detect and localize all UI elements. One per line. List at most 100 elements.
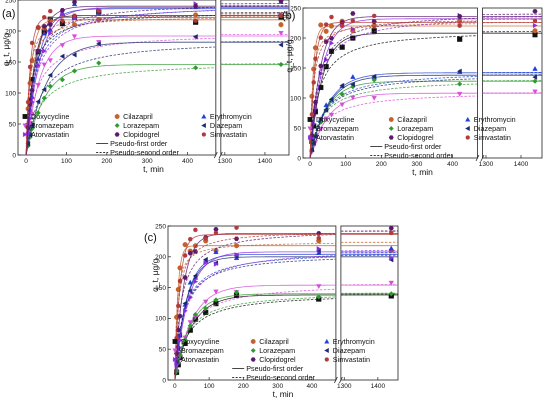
legend-marker	[324, 357, 329, 362]
x-tick-label: 400	[306, 383, 317, 390]
y-tick-label: 0	[12, 152, 16, 159]
panel-0: (a) 0 50 100 150 200 250 0 100 200 300 400 1300 1400 t…	[1, 0, 290, 174]
data-point	[182, 242, 188, 248]
data-point	[71, 22, 78, 28]
plot-frame-right	[340, 225, 399, 381]
data-point	[59, 8, 65, 13]
data-point	[329, 40, 335, 46]
legend-marker	[324, 338, 330, 344]
x-tick-label: 0	[308, 161, 312, 168]
plot-frame-right	[220, 0, 290, 156]
legend-marker	[388, 125, 394, 132]
fit-second-order-bromazepam	[25, 34, 289, 156]
legend-entry: Pseudo-second order	[246, 373, 315, 382]
data-point	[203, 236, 208, 241]
data-point	[323, 22, 329, 27]
data-point	[96, 8, 101, 13]
axis-break-mark	[480, 154, 485, 162]
data-point	[188, 294, 193, 301]
x-tick-label: 200	[101, 158, 112, 165]
data-point	[457, 23, 462, 28]
data-point	[323, 64, 329, 70]
legend-entry: Pseudo-first order	[384, 142, 442, 151]
data-point	[192, 273, 198, 279]
data-point	[183, 308, 188, 314]
legend-marker	[201, 132, 206, 137]
data-point	[35, 48, 41, 54]
legend-marker	[172, 348, 178, 354]
data-point	[47, 72, 53, 78]
fit-first-order-bromazepam	[25, 35, 289, 156]
legend-entry: Atorvastatin	[31, 130, 69, 139]
data-point	[388, 291, 394, 297]
fit-second-order-cilazapril	[25, 16, 289, 156]
legend-entry: Atorvastatin	[181, 355, 219, 364]
y-tick-label: 200	[290, 35, 301, 42]
data-point	[192, 311, 199, 318]
data-point	[60, 11, 66, 17]
legend-entry: Bromazepam	[181, 346, 224, 355]
data-point	[25, 125, 31, 131]
y-tick-label: 100	[5, 90, 16, 97]
data-point	[71, 0, 78, 5]
legend-entry: Doxycycline	[31, 112, 69, 121]
y-tick-label: 150	[155, 285, 166, 292]
data-point	[213, 297, 219, 303]
data-point	[371, 95, 377, 101]
data-point	[457, 14, 463, 19]
data-point	[234, 252, 240, 258]
panel-label: (c)	[144, 232, 157, 244]
data-point	[42, 15, 47, 20]
data-point	[96, 60, 102, 66]
legend-entry: Lorazepam	[397, 124, 433, 133]
data-point	[193, 3, 199, 9]
data-point	[532, 74, 538, 80]
data-point	[389, 255, 394, 261]
data-point	[339, 23, 345, 28]
data-point	[41, 86, 47, 93]
plot-frame-left	[302, 7, 478, 159]
legend-entry: Pseudo-second order	[384, 151, 453, 160]
data-point	[193, 227, 198, 233]
legend-marker	[201, 122, 206, 129]
legend-entry: Doxycycline	[181, 337, 219, 346]
data-point	[71, 34, 78, 40]
x-tick-label: 1400	[514, 161, 529, 168]
data-point	[35, 83, 41, 88]
fit-second-order-bromazepam	[309, 92, 543, 159]
fit-first-order-cilazapril	[25, 19, 289, 156]
data-point	[176, 303, 181, 309]
data-point	[532, 28, 538, 34]
legend-entry: Clopidogrel	[397, 133, 434, 142]
data-point	[234, 225, 239, 230]
data-point	[193, 12, 199, 18]
data-point	[318, 116, 323, 122]
data-point	[47, 58, 53, 64]
data-point	[328, 112, 335, 118]
data-point	[388, 225, 394, 231]
data-point	[311, 80, 316, 85]
fit-first-order-atorvastatin	[309, 18, 542, 159]
legend-entry: Erythromycin	[333, 337, 375, 346]
panel-label: (a)	[2, 8, 15, 20]
legend-marker	[465, 125, 470, 132]
data-point	[278, 22, 284, 28]
data-point	[48, 8, 53, 14]
fit-first-order-clopidogrel	[309, 15, 542, 159]
y-tick-label: 200	[5, 28, 16, 35]
x-tick-label: 200	[238, 383, 249, 390]
x-tick-label: 100	[204, 383, 215, 390]
data-point	[187, 279, 193, 285]
legend-marker	[307, 126, 313, 132]
data-point	[182, 337, 188, 343]
axis-break-mark	[475, 154, 480, 162]
fit-first-order-cilazapril	[174, 245, 398, 381]
y-tick-label: 250	[290, 5, 301, 12]
legend-marker	[114, 132, 120, 137]
fit-first-order-lorazepam	[25, 64, 289, 156]
fit-second-order-lorazepam	[25, 63, 289, 156]
data-point	[27, 64, 33, 70]
legend-entry: Erythromycin	[210, 112, 252, 121]
data-point	[532, 89, 538, 95]
data-point	[278, 42, 284, 48]
